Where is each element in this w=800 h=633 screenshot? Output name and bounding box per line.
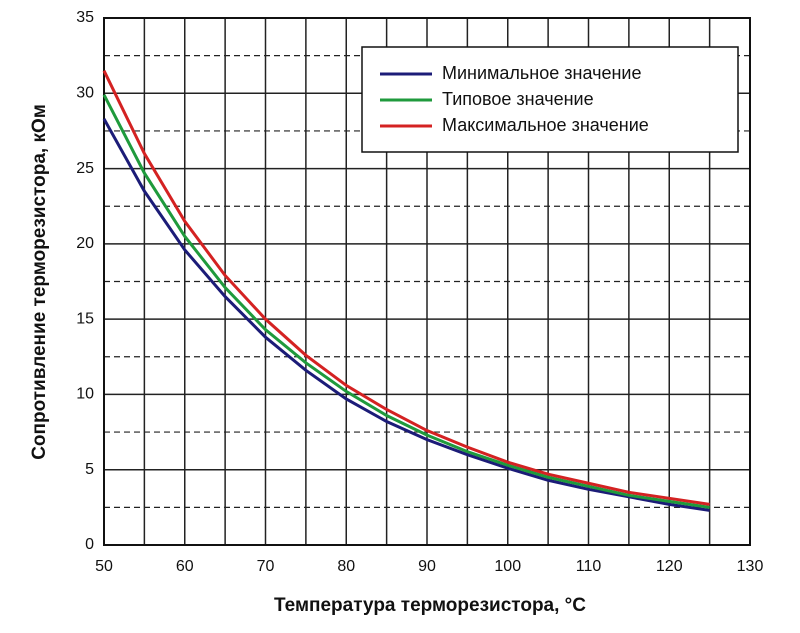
y-tick-label: 35	[76, 9, 94, 26]
y-tick-label: 15	[76, 310, 94, 327]
x-tick-label: 60	[176, 558, 194, 575]
x-tick-label: 50	[95, 558, 113, 575]
y-tick-label: 10	[76, 386, 94, 403]
x-tick-label: 90	[418, 558, 436, 575]
legend-label: Минимальное значение	[442, 63, 641, 83]
y-tick-label: 0	[85, 536, 94, 553]
y-tick-label: 25	[76, 160, 94, 177]
legend-label: Максимальное значение	[442, 115, 649, 135]
x-axis-label: Температура терморезистора, °C	[274, 595, 586, 616]
legend-label: Типовое значение	[442, 89, 594, 109]
x-tick-label: 80	[337, 558, 355, 575]
y-tick-label: 20	[76, 235, 94, 252]
y-tick-label: 5	[85, 461, 94, 478]
x-tick-label: 130	[737, 558, 764, 575]
x-tick-label: 120	[656, 558, 683, 575]
x-tick-label: 110	[576, 558, 602, 575]
line-series	[102, 118, 710, 512]
line-series	[102, 70, 710, 506]
plot-frame	[103, 17, 751, 546]
line-series	[102, 94, 710, 509]
x-tick-label: 100	[494, 558, 521, 575]
y-tick-label: 30	[76, 85, 94, 102]
x-tick-label: 70	[257, 558, 275, 575]
y-axis-label: Сопротивление терморезистора, кОм	[29, 104, 50, 460]
